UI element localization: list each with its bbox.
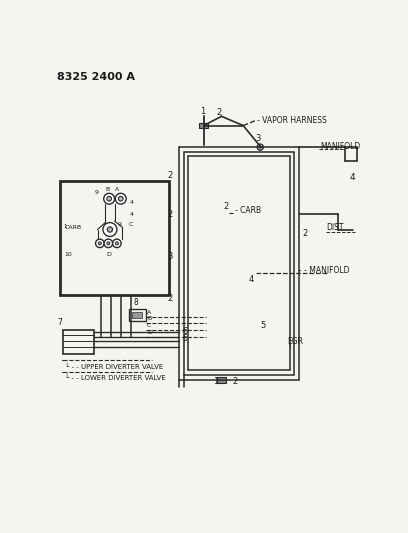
Text: └ - - UPPER DIVERTER VALVE: └ - - UPPER DIVERTER VALVE [65, 364, 163, 370]
Text: - CARB: - CARB [235, 206, 261, 215]
Text: DIST: DIST [326, 223, 344, 232]
Circle shape [257, 144, 263, 150]
Text: 6: 6 [183, 334, 188, 343]
Circle shape [98, 242, 101, 245]
Text: D: D [106, 253, 111, 257]
Bar [129, 309, 146, 321]
Text: 6: 6 [183, 327, 188, 336]
Text: 10: 10 [64, 253, 72, 257]
Text: 9: 9 [94, 190, 98, 195]
Text: 2: 2 [167, 294, 173, 303]
Text: 4: 4 [349, 173, 355, 182]
Text: └ - - LOWER DIVERTER VALVE: └ - - LOWER DIVERTER VALVE [65, 375, 166, 382]
Text: 2: 2 [232, 377, 237, 386]
Text: A: A [147, 310, 151, 315]
Text: 1: 1 [200, 107, 205, 116]
Text: 3: 3 [167, 252, 173, 261]
Text: 4: 4 [130, 200, 134, 205]
Text: 2: 2 [167, 209, 173, 219]
Text: 2: 2 [303, 229, 308, 238]
Text: 2: 2 [224, 202, 229, 211]
Text: 3: 3 [255, 134, 260, 143]
Text: B: B [105, 187, 109, 192]
Text: 1: 1 [213, 377, 218, 386]
Text: C: C [129, 222, 133, 227]
Circle shape [113, 239, 121, 248]
Text: 2: 2 [216, 108, 221, 117]
Text: B: B [147, 316, 151, 321]
Text: - - MANIFOLD: - - MANIFOLD [299, 266, 350, 275]
Circle shape [259, 146, 262, 148]
Bar [200, 123, 208, 128]
Text: D: D [147, 330, 152, 335]
Text: 4: 4 [130, 212, 134, 216]
Circle shape [118, 196, 123, 201]
Circle shape [103, 223, 117, 237]
Bar [60, 181, 169, 295]
Circle shape [107, 227, 113, 232]
Text: EGR: EGR [287, 337, 304, 346]
Circle shape [104, 193, 115, 204]
Circle shape [95, 239, 104, 248]
Text: 8325 2400 A: 8325 2400 A [57, 72, 135, 82]
Circle shape [107, 242, 110, 245]
Text: 1: 1 [63, 224, 67, 229]
Bar [63, 329, 94, 354]
Text: 4: 4 [248, 275, 254, 284]
Text: C: C [147, 323, 151, 328]
Circle shape [115, 193, 126, 204]
Text: CARB: CARB [65, 225, 82, 230]
Text: 8: 8 [134, 298, 139, 307]
Bar [132, 312, 142, 318]
Text: A: A [115, 187, 120, 192]
Circle shape [115, 242, 118, 245]
Bar [217, 377, 226, 383]
Text: 5: 5 [260, 321, 266, 330]
Text: 9: 9 [118, 222, 122, 227]
Text: - VAPOR HARNESS: - VAPOR HARNESS [257, 116, 327, 125]
Text: 7: 7 [57, 318, 62, 327]
Circle shape [104, 239, 113, 248]
Text: 2: 2 [167, 171, 173, 180]
Circle shape [107, 196, 111, 201]
Text: MANIFOLD: MANIFOLD [320, 142, 360, 151]
